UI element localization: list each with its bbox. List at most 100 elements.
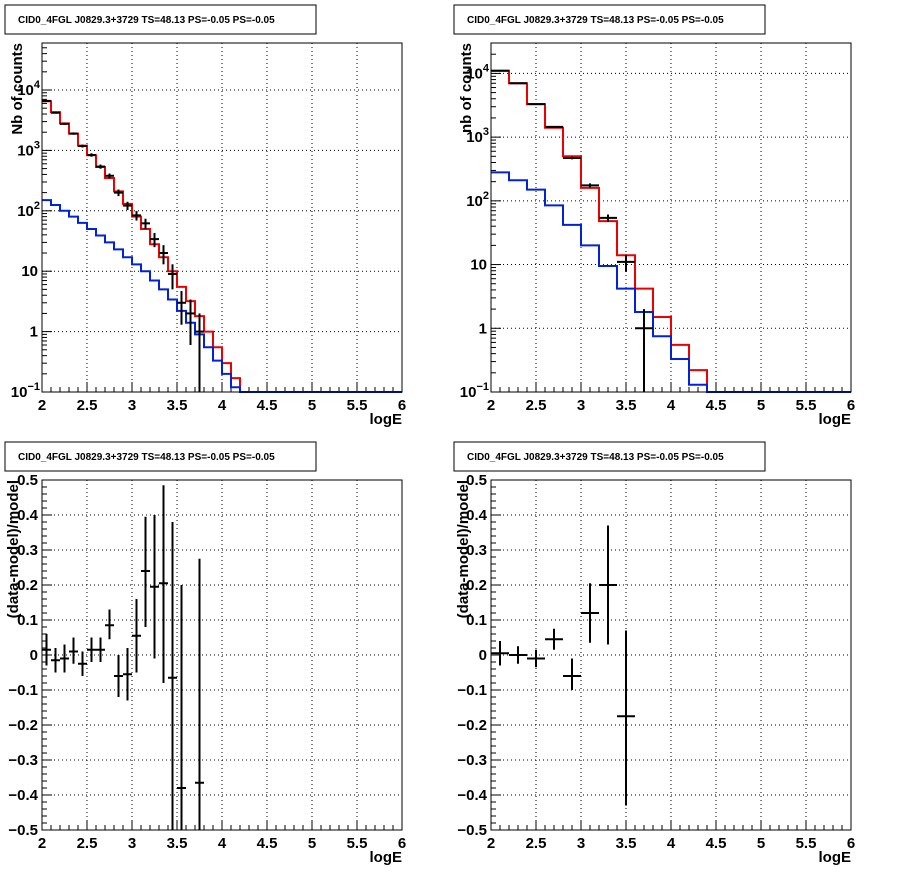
y-tick-label: 104 bbox=[17, 79, 41, 99]
data-point bbox=[42, 634, 51, 666]
plot-area: 2 2.5 3 3.5 4 4.5 5 5.5 6 −0.5 −0.4 −0.3 −0.2 −0.1 0 0.… bbox=[455, 472, 855, 866]
y-tick-label: −0.4 bbox=[8, 787, 38, 804]
x-tick-label: 5 bbox=[757, 397, 765, 414]
y-tick-label: 0.4 bbox=[466, 507, 488, 524]
y-tick-label: 0.1 bbox=[466, 612, 487, 629]
panel-bottom-left: CID0_4FGL J0829.3+3729 TS=48.13 PS=-0.05… bbox=[4, 441, 406, 866]
y-tick-label: 1 bbox=[30, 324, 38, 341]
data-point bbox=[42, 99, 51, 102]
data-point bbox=[141, 218, 150, 229]
y-tick-label: −0.2 bbox=[8, 717, 38, 734]
data-point bbox=[195, 313, 204, 392]
y-tick-label: 102 bbox=[466, 190, 489, 210]
data-point bbox=[563, 658, 581, 690]
panel-title: CID0_4FGL J0829.3+3729 TS=48.13 PS=-0.05… bbox=[467, 15, 724, 26]
x-tick-label: 5 bbox=[308, 397, 316, 414]
data-point bbox=[491, 641, 509, 666]
y-tick-label: −0.1 bbox=[8, 682, 38, 699]
x-tick-label: 3.5 bbox=[616, 397, 637, 414]
data-point bbox=[87, 153, 96, 157]
panel-title: CID0_4FGL J0829.3+3729 TS=48.13 PS=-0.05… bbox=[18, 452, 275, 463]
data-point bbox=[581, 583, 599, 643]
data-point bbox=[168, 264, 177, 290]
data-point bbox=[96, 637, 105, 662]
data-point bbox=[105, 173, 114, 179]
y-tick-label: 0.1 bbox=[17, 612, 38, 629]
data-point bbox=[527, 649, 545, 668]
data-point bbox=[545, 125, 563, 128]
data-point bbox=[123, 201, 132, 211]
x-tick-label: 2 bbox=[38, 397, 46, 414]
x-tick-label: 4 bbox=[667, 397, 676, 414]
y-tick-label: 102 bbox=[17, 200, 40, 220]
x-tick-label: 2.5 bbox=[526, 397, 547, 414]
data-point bbox=[599, 525, 617, 645]
data-point bbox=[177, 291, 186, 325]
data-point bbox=[599, 214, 617, 222]
data-point bbox=[186, 299, 195, 345]
data-point bbox=[581, 183, 599, 188]
data-point bbox=[509, 82, 527, 85]
y-tick-label: 103 bbox=[466, 126, 489, 146]
x-tick-label: 4.5 bbox=[706, 835, 727, 852]
y-tick-label: 0.5 bbox=[466, 472, 487, 489]
x-tick-label: 4.5 bbox=[257, 835, 278, 852]
plot-frame bbox=[41, 479, 403, 831]
title-box bbox=[453, 441, 766, 472]
y-axis-label: (data-model)/model bbox=[5, 480, 22, 618]
x-tick-label: 5.5 bbox=[347, 835, 368, 852]
title-box bbox=[4, 4, 317, 35]
x-tick-label: 2 bbox=[38, 835, 46, 852]
x-axis-label: logE bbox=[370, 849, 403, 866]
y-tick-label: −0.5 bbox=[457, 822, 487, 839]
plot-frame bbox=[490, 479, 852, 831]
y-tick-label: 0.2 bbox=[466, 577, 487, 594]
plot-area: 2 2.5 3 3.5 4 4.5 5 5.5 6 10−1 1 10 102 103 104 logE Nb … bbox=[9, 42, 406, 428]
x-tick-label: 5 bbox=[308, 835, 316, 852]
x-tick-label: 4 bbox=[218, 835, 227, 852]
data-point bbox=[78, 144, 87, 148]
y-tick-label: 0.3 bbox=[17, 542, 38, 559]
y-tick-label: 104 bbox=[466, 62, 490, 82]
y-tick-label: 0.3 bbox=[466, 542, 487, 559]
data-point bbox=[617, 254, 635, 272]
x-tick-label: 6 bbox=[847, 835, 855, 852]
y-tick-label: 10 bbox=[470, 257, 487, 274]
y-tick-label: −0.2 bbox=[457, 717, 487, 734]
data-point bbox=[78, 651, 87, 676]
data-point bbox=[545, 628, 563, 650]
y-axis-label: nb of counts bbox=[458, 43, 475, 133]
y-tick-label: −0.4 bbox=[457, 787, 487, 804]
panel-title: CID0_4FGL J0829.3+3729 TS=48.13 PS=-0.05… bbox=[18, 15, 275, 26]
data-point bbox=[150, 515, 159, 659]
y-axis-label: (data-model)/model bbox=[455, 480, 472, 618]
x-tick-label: 6 bbox=[398, 835, 406, 852]
x-tick-label: 3 bbox=[128, 397, 136, 414]
data-point bbox=[105, 609, 114, 640]
y-tick-label: 0.2 bbox=[17, 577, 38, 594]
panel-top-right: CID0_4FGL J0829.3+3729 TS=48.13 PS=-0.05… bbox=[453, 4, 855, 428]
data-point bbox=[195, 558, 204, 830]
x-tick-label: 3 bbox=[577, 397, 585, 414]
x-tick-label: 5 bbox=[757, 835, 765, 852]
x-tick-label: 4 bbox=[667, 835, 676, 852]
data-point bbox=[51, 648, 60, 673]
panel-top-left: CID0_4FGL J0829.3+3729 TS=48.13 PS=-0.05… bbox=[4, 4, 406, 428]
x-tick-label: 3.5 bbox=[167, 835, 188, 852]
data-point bbox=[635, 309, 653, 392]
x-axis-label: logE bbox=[819, 849, 852, 866]
x-tick-label: 4.5 bbox=[257, 397, 278, 414]
data-point bbox=[617, 630, 635, 806]
x-tick-label: 4 bbox=[218, 397, 227, 414]
x-tick-label: 5.5 bbox=[796, 397, 817, 414]
data-point bbox=[150, 232, 159, 248]
data-point bbox=[69, 132, 78, 135]
y-tick-label: 0.5 bbox=[17, 472, 38, 489]
x-tick-label: 2.5 bbox=[77, 397, 98, 414]
data-point bbox=[114, 655, 123, 697]
x-tick-label: 2.5 bbox=[77, 835, 98, 852]
x-tick-label: 2 bbox=[487, 835, 495, 852]
x-tick-label: 6 bbox=[398, 397, 406, 414]
y-tick-label: −0.3 bbox=[8, 752, 38, 769]
